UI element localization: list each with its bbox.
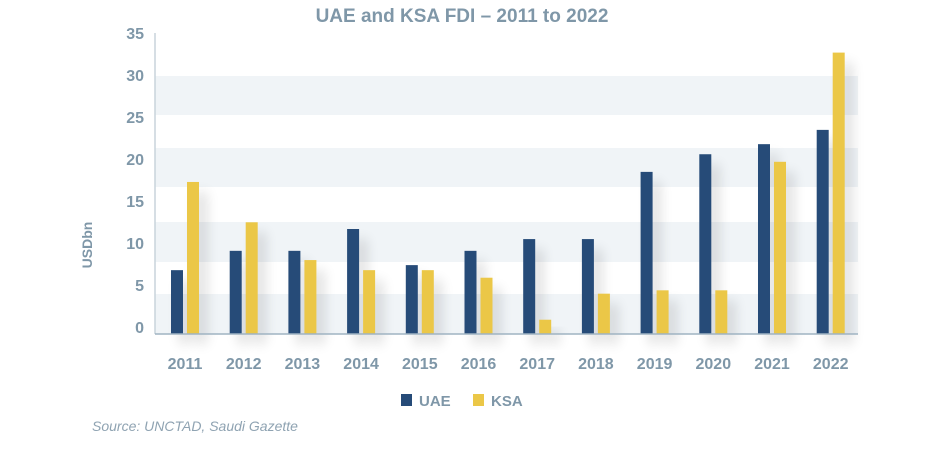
- bar-ksa-2013: [304, 260, 317, 334]
- bar-uae-2020: [699, 154, 712, 334]
- y-axis-label: USDbn: [79, 222, 95, 269]
- bar-ksa-2019: [656, 290, 669, 334]
- x-tick-label: 2018: [578, 356, 614, 373]
- bar-ksa-2012: [245, 222, 258, 334]
- legend-swatch-uae: [401, 394, 412, 406]
- bar-ksa-2018: [597, 293, 610, 334]
- y-tick-label: 20: [126, 152, 144, 169]
- y-tick-label: 5: [135, 278, 144, 295]
- x-tick-label: 2017: [519, 356, 555, 373]
- legend-label-ksa: KSA: [491, 393, 523, 410]
- bar-uae-2011: [171, 270, 183, 334]
- y-tick-label: 30: [126, 68, 144, 85]
- source-note: Source: UNCTAD, Saudi Gazette: [92, 418, 298, 434]
- bar-ksa-2017: [539, 319, 552, 334]
- x-tick-label: 2011: [168, 356, 203, 373]
- bar-uae-2012: [229, 250, 242, 334]
- x-tick-label: 2020: [696, 356, 732, 373]
- legend-swatch-ksa: [473, 394, 484, 406]
- bar-ksa-2015: [421, 270, 434, 334]
- x-tick-label: 2015: [402, 356, 438, 373]
- x-tick-label: 2016: [461, 356, 497, 373]
- grid-band: [155, 148, 858, 187]
- bar-uae-2019: [640, 171, 653, 334]
- bar-uae-2022: [816, 129, 829, 334]
- bar-uae-2013: [288, 250, 301, 334]
- bar-uae-2014: [347, 229, 360, 334]
- grid-band: [155, 294, 858, 334]
- y-tick-label: 10: [126, 236, 144, 253]
- bar-ksa-2022: [832, 52, 845, 334]
- chart-title: UAE and KSA FDI – 2011 to 2022: [315, 6, 609, 27]
- y-tick-label: 15: [126, 194, 144, 211]
- grid-band: [155, 222, 858, 262]
- grid-band: [155, 76, 858, 115]
- x-tick-label: 2013: [285, 356, 321, 373]
- x-tick-label: 2019: [637, 356, 673, 373]
- bar-uae-2015: [405, 265, 418, 334]
- y-tick-label: 35: [126, 26, 144, 43]
- bar-uae-2016: [464, 250, 477, 334]
- bar-ksa-2016: [480, 277, 493, 334]
- bar-ksa-2020: [715, 290, 728, 334]
- y-tick-label: 25: [126, 110, 144, 127]
- bar-uae-2017: [523, 239, 536, 334]
- x-tick-label: 2012: [226, 356, 262, 373]
- bar-uae-2021: [758, 144, 770, 334]
- bar-ksa-2011: [187, 181, 199, 334]
- x-tick-label: 2014: [343, 356, 379, 373]
- bar-uae-2018: [581, 239, 594, 334]
- bar-ksa-2021: [774, 161, 786, 334]
- x-tick-label: 2022: [813, 356, 849, 373]
- y-tick-label: 0: [135, 320, 144, 337]
- bar-ksa-2014: [363, 270, 376, 334]
- legend-label-uae: UAE: [419, 393, 451, 410]
- x-tick-label: 2021: [754, 356, 790, 373]
